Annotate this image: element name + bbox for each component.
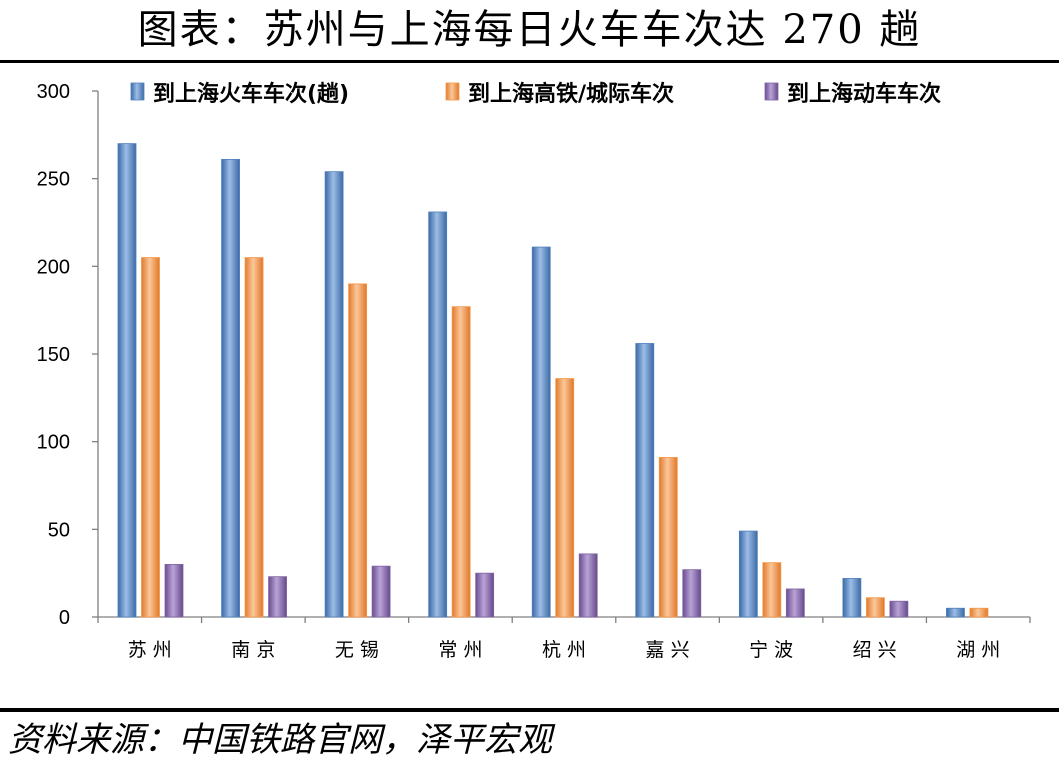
legend: 到上海火车车次(趟) 到上海高铁/城际车次 到上海动车车次 (130, 81, 941, 107)
bar (451, 306, 471, 618)
y-tick-label: 150 (37, 344, 70, 366)
x-tick-label: 苏 州 (128, 639, 172, 661)
bar (324, 171, 344, 618)
bar (682, 569, 702, 618)
bars (117, 143, 989, 618)
bar (842, 578, 862, 618)
bar (244, 257, 264, 618)
x-tick-label: 常 州 (438, 639, 482, 661)
legend-swatch (445, 82, 460, 101)
y-tick-label: 0 (59, 607, 70, 629)
x-tick-label: 湖 州 (956, 639, 1000, 661)
bar (531, 246, 551, 618)
bar (785, 588, 805, 618)
legend-label: 到上海高铁/城际车次 (468, 81, 674, 107)
x-tick-label: 嘉 兴 (646, 639, 690, 661)
bar (762, 562, 782, 618)
bar (164, 564, 184, 618)
y-tick-label: 50 (48, 519, 70, 541)
legend-swatch (764, 82, 779, 101)
y-tick-label: 100 (37, 432, 70, 454)
x-tick-label: 杭 州 (542, 639, 586, 661)
x-tick-label: 南 京 (231, 639, 275, 661)
bar (635, 343, 655, 618)
bar (578, 553, 598, 618)
legend-label: 到上海火车车次(趟) (153, 81, 349, 107)
x-tick-label: 绍 兴 (853, 639, 897, 661)
y-tick-label: 200 (37, 256, 70, 278)
footer-divider (0, 708, 1059, 712)
y-tick-label: 300 (37, 81, 70, 103)
bar (658, 457, 678, 618)
bar (141, 257, 160, 618)
bar (221, 158, 240, 618)
bar (371, 565, 391, 618)
x-tick-label: 宁 波 (749, 639, 793, 661)
source-note: 资料来源：中国铁路官网，泽平宏观 (8, 720, 552, 760)
chart-title: 图表：苏州与上海每日火车车次达 270 趟 (137, 7, 922, 53)
bar (348, 283, 368, 618)
y-tick-label: 250 (37, 169, 70, 191)
bar (475, 572, 495, 618)
bar (946, 607, 965, 618)
bar (865, 597, 885, 618)
bar (738, 530, 758, 618)
legend-swatch (130, 82, 145, 101)
bar (555, 378, 575, 618)
legend-label: 到上海动车车次 (787, 81, 941, 107)
bar (889, 600, 909, 618)
bar (428, 211, 448, 618)
bar (969, 607, 989, 618)
bar (268, 576, 287, 618)
title-divider (0, 60, 1059, 63)
bar (117, 143, 137, 618)
x-tick-label: 无 锡 (335, 639, 379, 661)
